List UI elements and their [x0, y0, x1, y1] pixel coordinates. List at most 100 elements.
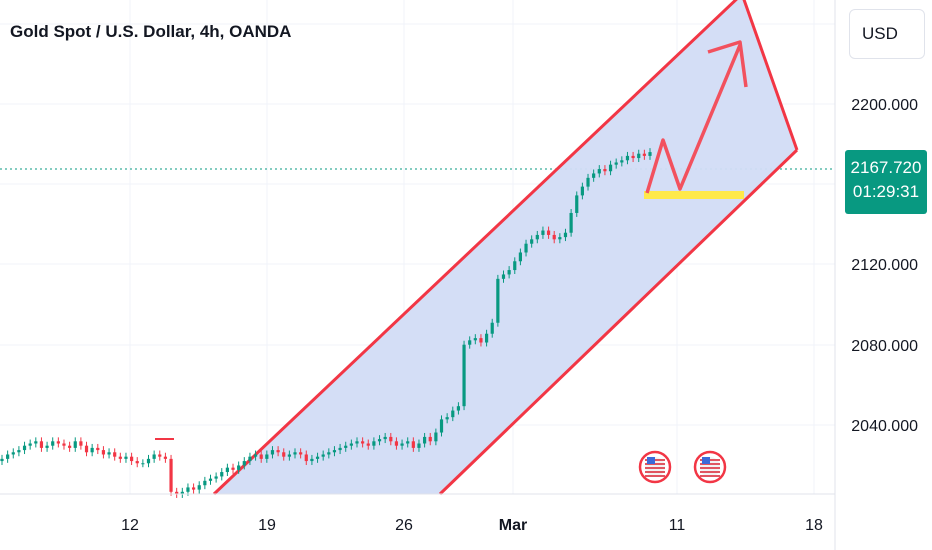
- candle-body: [237, 465, 241, 470]
- candle-body: [484, 333, 489, 343]
- bar-countdown: 01:29:31: [852, 182, 920, 201]
- candle-body: [84, 445, 89, 453]
- candle-body: [62, 443, 66, 446]
- candle-body: [344, 445, 348, 448]
- candle-body: [79, 441, 83, 446]
- candle-body: [56, 441, 60, 444]
- event-flags[interactable]: [638, 450, 727, 484]
- candle-body: [0, 458, 4, 462]
- candle-body: [276, 450, 280, 453]
- candle-body: [580, 186, 584, 196]
- channel-lower-edge: [438, 148, 799, 496]
- candle-body: [180, 491, 184, 494]
- us-flag-icon[interactable]: [638, 450, 672, 484]
- x-tick-label: 11: [669, 517, 686, 534]
- candle-body: [11, 452, 15, 455]
- candle-body: [28, 443, 32, 446]
- candle-body: [507, 270, 511, 275]
- channel-upper-edge: [212, 0, 738, 496]
- candle-body: [242, 461, 246, 466]
- candle-body: [518, 252, 522, 262]
- candle-body: [141, 463, 145, 465]
- y-tick-label: 2120.000: [851, 257, 918, 274]
- candle-body: [146, 458, 151, 464]
- candle-body: [366, 443, 370, 446]
- candle-body: [163, 456, 168, 459]
- candle-body: [214, 476, 218, 479]
- last-price-value: 2167.720: [850, 158, 922, 177]
- candle-body: [225, 467, 229, 473]
- x-tick-label: 18: [805, 517, 823, 534]
- candle-body: [428, 436, 432, 442]
- flag-stripe: [700, 467, 720, 469]
- candle-body: [113, 452, 117, 457]
- candle-body: [434, 432, 438, 442]
- candle-body: [107, 452, 111, 455]
- support-level: [644, 191, 744, 199]
- chart-title: Gold Spot / U.S. Dollar, 4h, OANDA: [10, 22, 292, 41]
- x-tick-label: Mar: [499, 517, 527, 534]
- price-axis-bg: [835, 0, 932, 550]
- candle-body: [394, 441, 399, 446]
- ascending-channel[interactable]: [212, 0, 799, 496]
- candle-body: [68, 445, 72, 448]
- candle-body: [400, 443, 404, 446]
- candle-body: [355, 441, 359, 444]
- candle-body: [22, 445, 27, 451]
- candle-body: [45, 445, 49, 448]
- candle-body: [321, 454, 325, 457]
- candle-body: [642, 153, 646, 156]
- candle-body: [124, 456, 128, 459]
- candles: [0, 148, 652, 498]
- candle-body: [552, 234, 556, 240]
- candle-body: [614, 162, 618, 165]
- candle-body: [293, 452, 297, 455]
- x-tick-label: 19: [258, 517, 276, 534]
- candle-body: [265, 454, 269, 459]
- candle-body: [315, 456, 320, 459]
- candle-body: [372, 441, 376, 446]
- y-tick-label: 2080.000: [851, 338, 918, 355]
- candle-body: [304, 454, 308, 462]
- candle-body: [603, 169, 607, 172]
- candle-body: [231, 467, 235, 470]
- candle-body: [535, 234, 539, 240]
- candle-body: [287, 454, 291, 457]
- x-tick-label: 12: [121, 517, 139, 534]
- candle-body: [575, 195, 579, 213]
- candle-body: [73, 441, 77, 448]
- flag-stripe: [645, 467, 665, 469]
- candle-body: [253, 454, 258, 457]
- us-flag-icon[interactable]: [693, 450, 727, 484]
- last-price-tag: 2167.720 01:29:31: [845, 150, 927, 214]
- candle-body: [282, 452, 286, 457]
- candle-body: [569, 212, 573, 233]
- candle-body: [248, 456, 252, 462]
- flag-stripe: [700, 471, 720, 473]
- currency-button[interactable]: USD: [849, 9, 925, 59]
- flag-canton: [702, 457, 710, 464]
- candle-body: [152, 454, 156, 459]
- candle-body: [310, 458, 314, 462]
- candle-body: [6, 454, 10, 459]
- channel-fill: [214, 0, 797, 494]
- candle-body: [456, 406, 461, 411]
- candle-body: [169, 458, 173, 492]
- candle-body: [592, 173, 596, 178]
- candle-body: [197, 485, 201, 490]
- candle-body: [270, 450, 275, 455]
- drawings[interactable]: [155, 40, 748, 440]
- candle-body: [383, 436, 387, 440]
- candle-body: [496, 278, 500, 323]
- candle-body: [299, 452, 303, 455]
- candle-body: [417, 443, 421, 448]
- candle-body: [203, 480, 207, 486]
- candle-body: [468, 340, 472, 345]
- candle-body: [220, 472, 224, 477]
- candle-body: [597, 169, 601, 174]
- projection-path: [645, 44, 742, 194]
- candle-body: [90, 447, 94, 453]
- flag-stripe: [645, 471, 665, 473]
